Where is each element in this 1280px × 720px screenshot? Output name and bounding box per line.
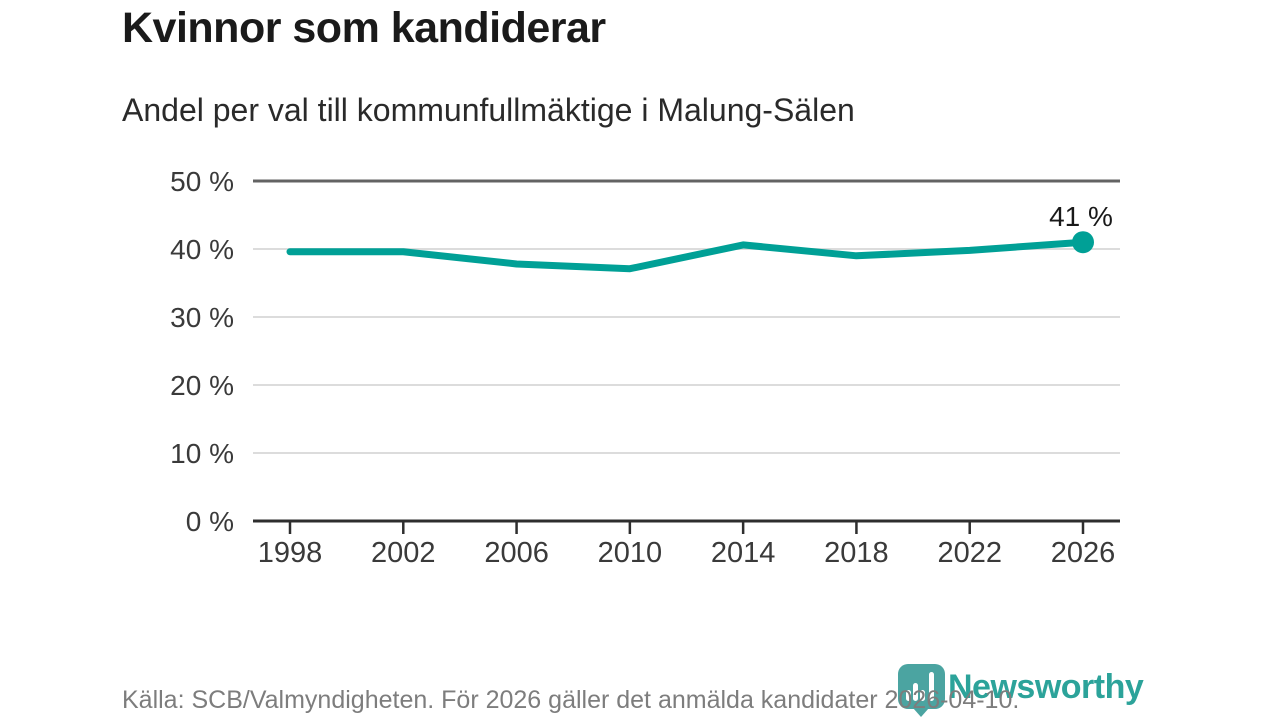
logo-speech-bubble <box>898 664 945 709</box>
x-tick-label: 2002 <box>371 537 436 569</box>
y-tick-label: 20 % <box>170 370 234 401</box>
x-tick-label: 2026 <box>1051 537 1116 569</box>
y-tick-label: 40 % <box>170 234 234 265</box>
line-chart: 0 % 10 % 20 % 30 % 40 % 50 % 1998 2002 2006 2010 2… <box>170 166 1120 569</box>
x-tick-label: 1998 <box>258 537 323 569</box>
end-point-label: 41 % <box>1049 201 1113 232</box>
logo-speech-bubble-tail <box>913 708 929 717</box>
x-tick-label: 2018 <box>824 537 889 569</box>
logo-barchart-icon <box>913 683 918 701</box>
end-point-marker <box>1072 231 1094 254</box>
y-tick-label: 10 % <box>170 438 234 469</box>
x-tick-label: 2006 <box>484 537 549 569</box>
x-tick-label: 2014 <box>711 537 776 569</box>
chart-title: Kvinnor som kandiderar <box>122 4 606 52</box>
logo-barchart-icon <box>929 672 934 701</box>
data-line <box>286 238 1087 273</box>
chart-subtitle: Andel per val till kommunfullmäktige i M… <box>122 92 855 128</box>
logo-barchart-icon <box>920 690 925 701</box>
footer: Källa: SCB/Valmyndigheten. För 2026 gäll… <box>0 658 1280 720</box>
source-note: Källa: SCB/Valmyndigheten. För 2026 gäll… <box>122 686 1020 714</box>
logo-barchart-icon <box>906 690 911 701</box>
y-tick-label: 0 % <box>186 506 234 537</box>
x-tick-label: 2022 <box>937 537 1002 569</box>
newsworthy-wordmark: Newsworthy <box>948 668 1144 706</box>
newsworthy-logo-icon <box>898 664 948 720</box>
y-tick-label: 30 % <box>170 302 234 333</box>
x-tick-label: 2010 <box>598 537 663 569</box>
y-tick-label: 50 % <box>170 166 234 197</box>
